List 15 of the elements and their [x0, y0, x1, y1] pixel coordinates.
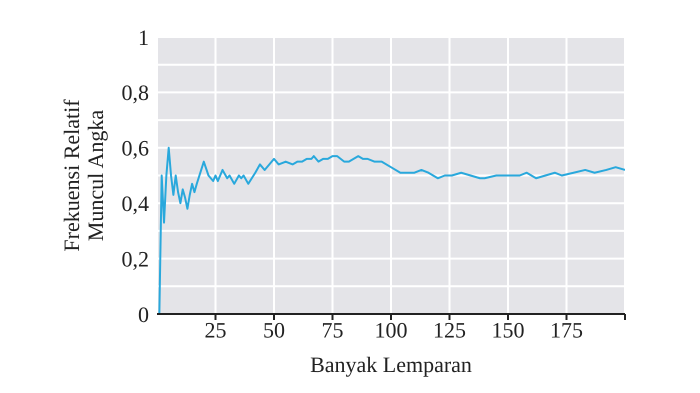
x-tick-label: 75	[322, 318, 344, 343]
y-tick-label: 0,8	[122, 80, 149, 106]
x-tick-label: 25	[204, 318, 226, 343]
y-tick-label: 0,2	[122, 246, 149, 272]
y-tick-label: 1	[138, 24, 149, 50]
y-tick-label: 0,4	[122, 191, 149, 216]
x-tick-label: 100	[374, 318, 408, 343]
x-tick-label: 150	[492, 318, 524, 343]
x-tick-label: 125	[433, 318, 466, 343]
y-tick-label: 0,6	[122, 136, 149, 161]
y-axis-title: Frekuensi Relatif Muncul Angka	[59, 98, 108, 252]
x-tick-label: 175	[550, 318, 583, 343]
y-tick-label: 0	[138, 302, 149, 327]
x-axis-title: Banyak Lemparan	[310, 352, 472, 377]
x-tick-label: 50	[263, 318, 285, 343]
